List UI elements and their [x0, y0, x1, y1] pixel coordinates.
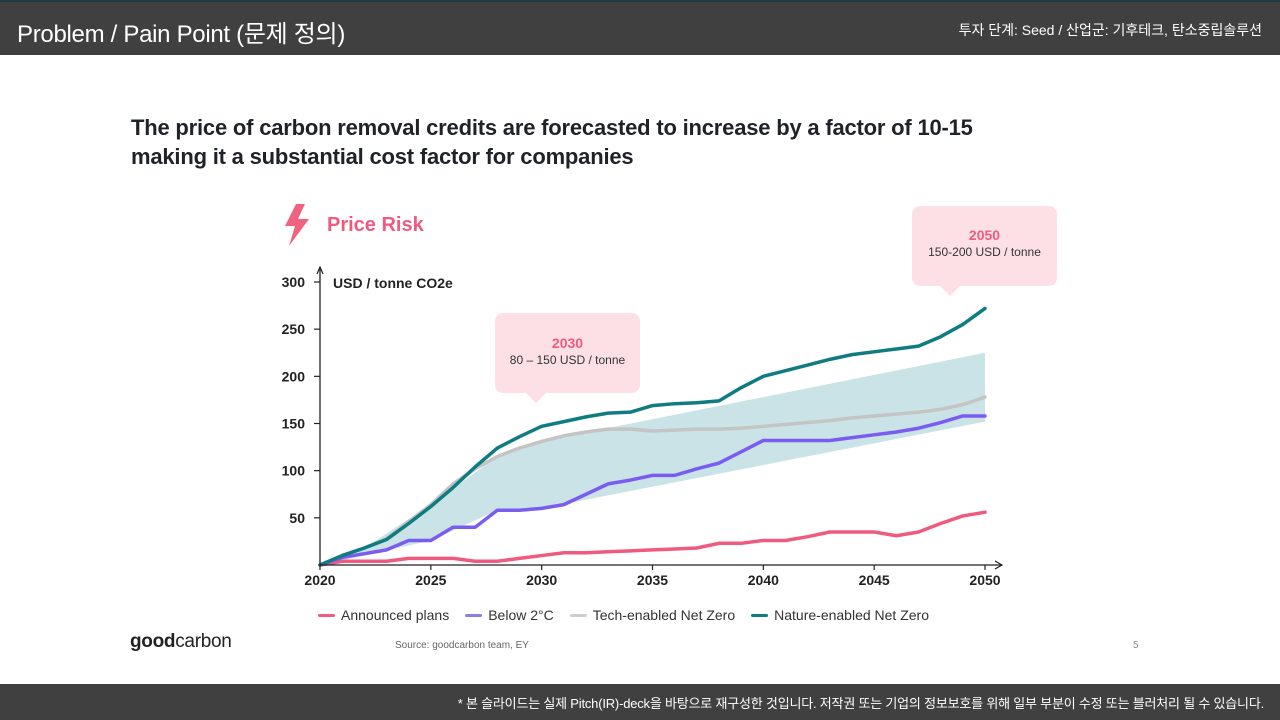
projected-range-band: [320, 352, 985, 565]
y-tick-label: 300: [282, 274, 306, 290]
page-number: 5: [1133, 640, 1139, 651]
legend-item-tech-net-zero: Tech-enabled Net Zero: [569, 607, 736, 623]
headline-line-1: The price of carbon removal credits are …: [131, 115, 973, 140]
legend-swatch: [465, 613, 483, 617]
y-tick-label: 200: [282, 368, 306, 384]
x-tick-label: 2020: [304, 572, 335, 588]
legend-item-nature-net-zero: Nature-enabled Net Zero: [751, 607, 929, 623]
slide-title: Problem / Pain Point (문제 정의): [17, 21, 346, 48]
legend-label: Below 2°C: [488, 607, 554, 623]
y-axis-label: USD / tonne CO2e: [333, 275, 453, 291]
series-nature-net-zero: [318, 306, 987, 567]
series-below-2c: [318, 414, 987, 567]
slide-header: Problem / Pain Point (문제 정의) 투자 단계: Seed…: [0, 0, 1280, 55]
callout-range: 150-200 USD / tonne: [928, 245, 1041, 259]
source-note: Source: goodcarbon team, EY: [395, 640, 529, 651]
x-tick-label: 2045: [859, 572, 890, 588]
legend-label: Tech-enabled Net Zero: [592, 607, 736, 623]
y-tick-label: 50: [289, 510, 305, 526]
headline: The price of carbon removal credits are …: [131, 113, 973, 171]
x-tick-label: 2050: [969, 572, 1000, 588]
x-tick-label: 2030: [526, 572, 557, 588]
x-axis-arrow-icon: [994, 560, 1004, 570]
y-tick-label: 250: [282, 321, 306, 337]
legend-label: Nature-enabled Net Zero: [774, 607, 930, 623]
series-announced-plans: [318, 510, 987, 567]
disclaimer-text: * 본 슬라이드는 실제 Pitch(IR)-deck을 바탕으로 재구성한 것…: [457, 696, 1264, 711]
legend-swatch: [569, 613, 587, 617]
legend-swatch: [318, 613, 335, 617]
disclaimer-bar: * 본 슬라이드는 실제 Pitch(IR)-deck을 바탕으로 재구성한 것…: [0, 684, 1280, 720]
callout-2050: 2050 150-200 USD / tonne: [912, 206, 1057, 296]
logo-rest: carbon: [175, 631, 232, 652]
goodcarbon-logo: goodcarbon: [130, 631, 232, 653]
x-tick-label: 2025: [415, 572, 446, 588]
y-tick-label: 100: [282, 463, 306, 479]
x-tick-label: 2035: [637, 572, 668, 588]
callout-2030: 2030 80 – 150 USD / tonne: [495, 313, 640, 403]
legend-swatch: [751, 613, 769, 617]
legend-label: Announced plans: [341, 607, 450, 623]
legend-item-announced: Announced plans: [318, 607, 449, 623]
legend-item-below-2c: Below 2°C: [465, 607, 554, 623]
section-title: Price Risk: [327, 214, 424, 236]
y-axis-arrow-icon: [316, 265, 324, 275]
x-tick-label: 2040: [748, 572, 779, 588]
logo-bold: good: [130, 631, 176, 652]
callout-year: 2050: [968, 227, 1001, 243]
investment-meta: 투자 단계: Seed / 산업군: 기후테크, 탄소중립솔루션: [958, 22, 1262, 38]
chart-legend: Announced plans Below 2°C Tech-enabled N…: [318, 607, 945, 623]
callout-range: 80 – 150 USD / tonne: [509, 353, 626, 367]
callout-year: 2030: [551, 335, 584, 351]
headline-line-2: making it a substantial cost factor for …: [131, 144, 634, 169]
y-tick-label: 150: [282, 416, 306, 432]
lightning-bolt-icon: [285, 204, 309, 246]
